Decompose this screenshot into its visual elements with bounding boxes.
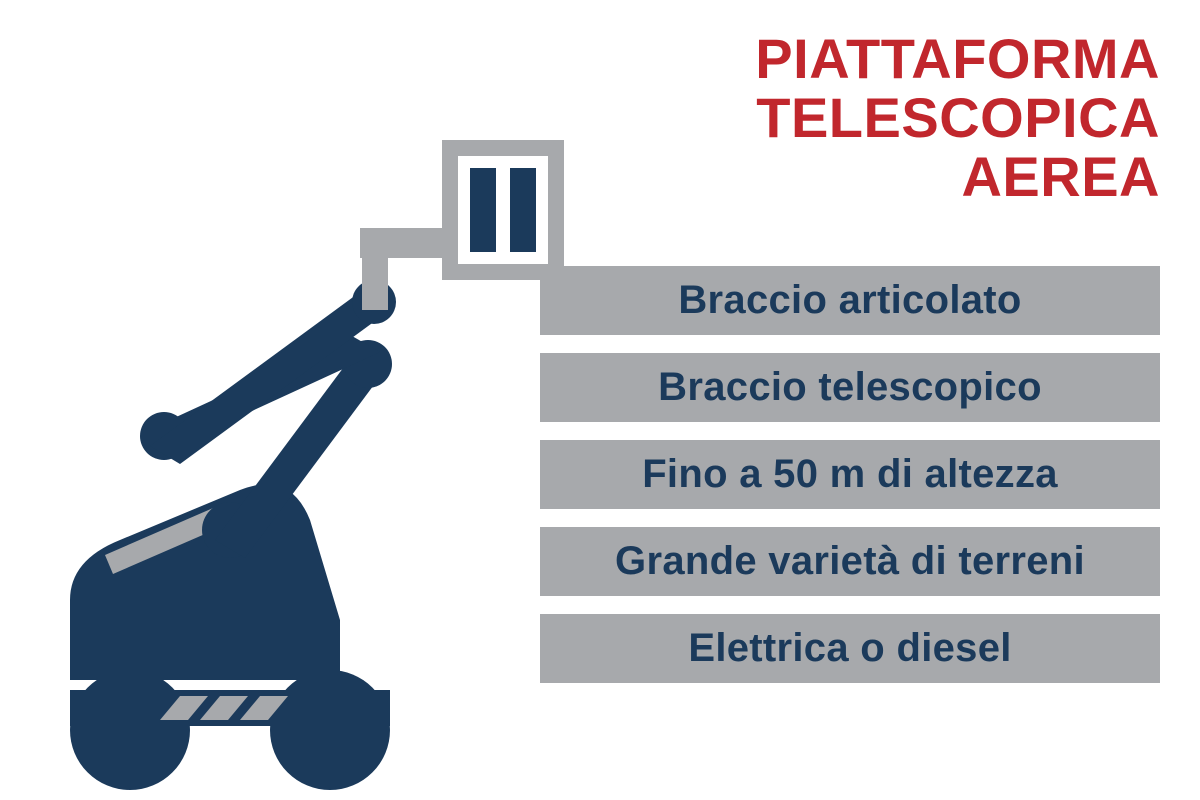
illustration-panel bbox=[0, 0, 520, 800]
aerial-lift-icon bbox=[30, 120, 570, 800]
features-list: Braccio articolato Braccio telescopico F… bbox=[540, 266, 1160, 683]
title-line-2: TELESCOPICA bbox=[540, 89, 1160, 148]
text-panel: PIATTAFORMA TELESCOPICA AEREA Braccio ar… bbox=[520, 0, 1200, 800]
feature-item: Elettrica o diesel bbox=[540, 614, 1160, 683]
title-block: PIATTAFORMA TELESCOPICA AEREA bbox=[540, 30, 1160, 206]
feature-item: Fino a 50 m di altezza bbox=[540, 440, 1160, 509]
infographic-container: PIATTAFORMA TELESCOPICA AEREA Braccio ar… bbox=[0, 0, 1200, 800]
feature-item: Braccio telescopico bbox=[540, 353, 1160, 422]
title-line-1: PIATTAFORMA bbox=[540, 30, 1160, 89]
feature-item: Braccio articolato bbox=[540, 266, 1160, 335]
title-line-3: AEREA bbox=[540, 148, 1160, 207]
feature-item: Grande varietà di terreni bbox=[540, 527, 1160, 596]
